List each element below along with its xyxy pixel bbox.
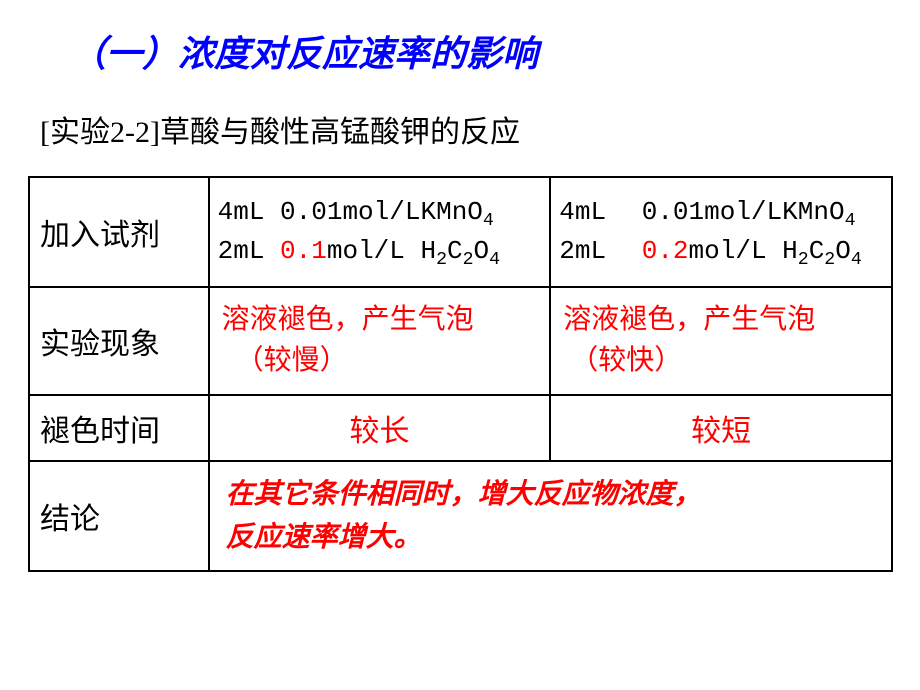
trial1-phenomenon: 溶液褪色，产生气泡 （较慢） bbox=[210, 292, 550, 389]
table-row-reagent: 加入试剂 4mL 0.01mol/LKMnO4 2mL 0.1mol/L H2C… bbox=[29, 177, 892, 287]
label-time: 褪色时间 bbox=[30, 406, 208, 450]
table-row-conclusion: 结论 在其它条件相同时，增大反应物浓度， 反应速率增大。 bbox=[29, 461, 892, 571]
label-conclusion: 结论 bbox=[30, 494, 208, 538]
trial1-time: 较长 bbox=[210, 406, 550, 450]
section-title: （一）浓度对反应速率的影响 bbox=[0, 0, 920, 77]
label-reagent: 加入试剂 bbox=[30, 210, 208, 254]
label-phenomenon: 实验现象 bbox=[30, 319, 208, 363]
trial2-phenomenon: 溶液褪色，产生气泡 （较快） bbox=[551, 292, 891, 389]
conclusion-text: 在其它条件相同时，增大反应物浓度， 反应速率增大。 bbox=[210, 465, 891, 568]
trial2-reagent: 4mL 0.01mol/LKMnO4 2mL 0.2mol/L H2C2O4 bbox=[551, 185, 891, 279]
trial1-reagent: 4mL 0.01mol/LKMnO4 2mL 0.1mol/L H2C2O4 bbox=[210, 185, 550, 279]
trial2-time: 较短 bbox=[551, 406, 891, 450]
table-row-phenomenon: 实验现象 溶液褪色，产生气泡 （较慢） 溶液褪色，产生气泡 （较快） bbox=[29, 287, 892, 395]
table-row-time: 褪色时间 较长 较短 bbox=[29, 395, 892, 461]
experiment-table: 加入试剂 4mL 0.01mol/LKMnO4 2mL 0.1mol/L H2C… bbox=[28, 176, 893, 572]
experiment-subtitle: [实验2-2]草酸与酸性高锰酸钾的反应 bbox=[0, 77, 920, 151]
